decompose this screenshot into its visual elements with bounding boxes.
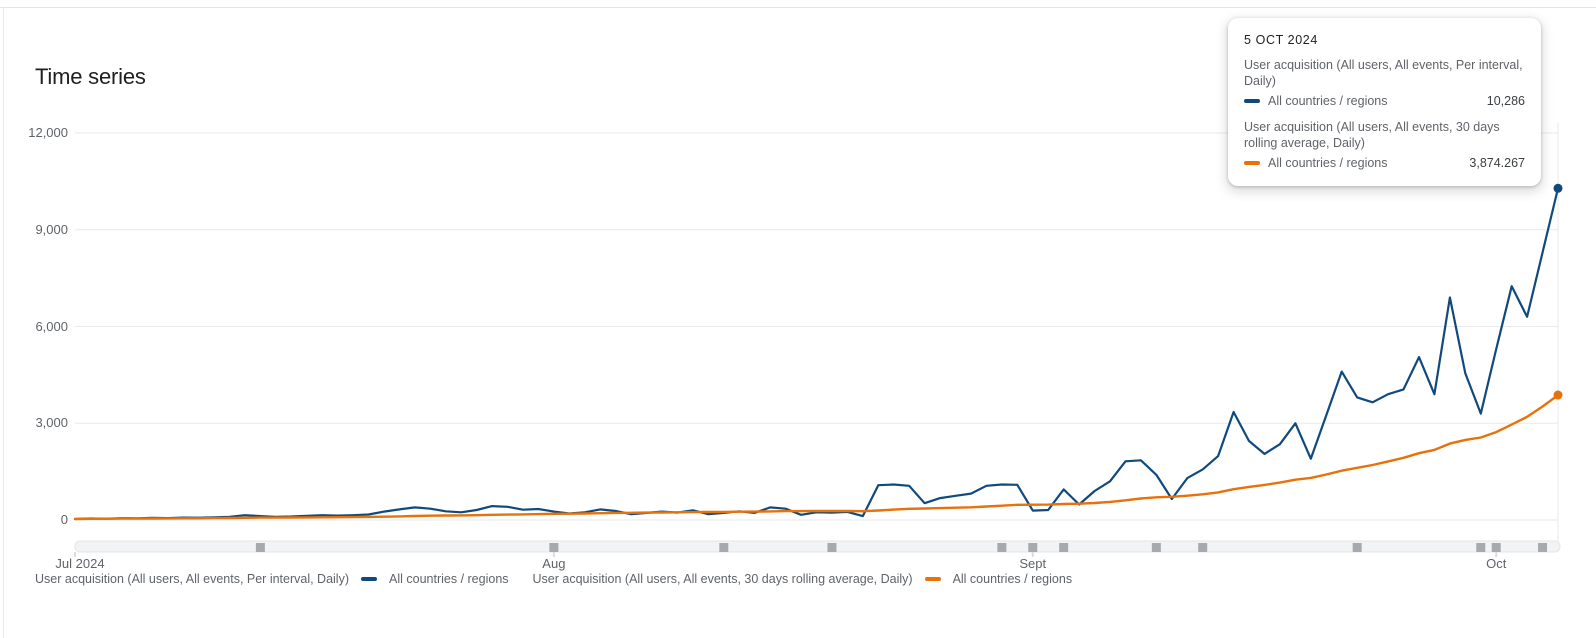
- daily-endpoint-dot: [1553, 183, 1563, 193]
- tooltip-dimension-label: All countries / regions: [1268, 156, 1388, 170]
- annotation-marker[interactable]: [719, 543, 729, 552]
- rolling-series-swatch-icon: [924, 577, 941, 581]
- left-divider: [3, 7, 4, 638]
- rolling-average-line: [73, 393, 1560, 521]
- tooltip-row-daily: All countries / regions 10,286: [1244, 92, 1525, 110]
- x-tick-label: Jul 2024: [55, 556, 105, 571]
- chart-tooltip: 5 OCT 2024 User acquisition (All users, …: [1228, 18, 1541, 186]
- annotation-marker[interactable]: [997, 543, 1007, 552]
- annotation-marker[interactable]: [1538, 543, 1548, 552]
- y-tick-label: 6,000: [35, 318, 68, 334]
- tooltip-series-description: User acquisition (All users, All events,…: [1244, 120, 1500, 150]
- x-tick-label: Aug: [542, 556, 566, 571]
- timeline-scrubber[interactable]: [74, 540, 1561, 553]
- annotation-marker[interactable]: [1028, 543, 1038, 552]
- y-tick-label: 0: [60, 512, 68, 527]
- legend-series-description: User acquisition (All users, All events,…: [532, 572, 913, 586]
- legend-dimension-label: All countries / regions: [389, 572, 509, 586]
- y-tick-label: 9,000: [35, 221, 68, 237]
- annotation-marker[interactable]: [1059, 543, 1069, 552]
- annotation-marker[interactable]: [1151, 543, 1161, 552]
- top-divider: [0, 7, 1596, 8]
- page-title: Time series: [35, 64, 146, 89]
- tooltip-dimension-label: All countries / regions: [1268, 94, 1388, 108]
- tooltip-date: 5 OCT 2024: [1244, 33, 1318, 47]
- annotation-marker[interactable]: [1491, 543, 1501, 552]
- daily-series-swatch-icon: [361, 577, 378, 581]
- legend-item-daily: User acquisition (All users, All events,…: [35, 572, 509, 586]
- x-tick-label: Sept: [1019, 556, 1047, 571]
- annotation-marker[interactable]: [827, 543, 837, 552]
- annotation-marker[interactable]: [1476, 543, 1486, 552]
- tooltip-value: 10,286: [1486, 94, 1525, 108]
- y-tick-label: 12,000: [28, 125, 68, 140]
- annotation-marker[interactable]: [1198, 543, 1208, 552]
- y-tick-label: 3,000: [35, 415, 68, 431]
- annotation-marker[interactable]: [255, 543, 265, 552]
- tooltip-row-rolling: All countries / regions 3,874.267: [1244, 154, 1525, 172]
- legend-dimension-label: All countries / regions: [952, 572, 1073, 586]
- daily-line: [73, 187, 1560, 521]
- chart-legend: User acquisition (All users, All events,…: [35, 572, 1072, 586]
- tooltip-series-description: User acquisition (All users, All events,…: [1244, 58, 1523, 88]
- rolling-endpoint-dot: [1553, 390, 1563, 400]
- x-tick-label: Oct: [1486, 556, 1507, 571]
- legend-series-description: User acquisition (All users, All events,…: [35, 572, 350, 586]
- annotation-marker[interactable]: [549, 543, 559, 552]
- legend-item-rolling: User acquisition (All users, All events,…: [533, 572, 1073, 586]
- rolling-series-swatch-icon: [1244, 161, 1260, 165]
- annotation-marker[interactable]: [1352, 543, 1362, 552]
- daily-series-swatch-icon: [1244, 99, 1260, 103]
- tooltip-value: 3,874.267: [1469, 156, 1525, 170]
